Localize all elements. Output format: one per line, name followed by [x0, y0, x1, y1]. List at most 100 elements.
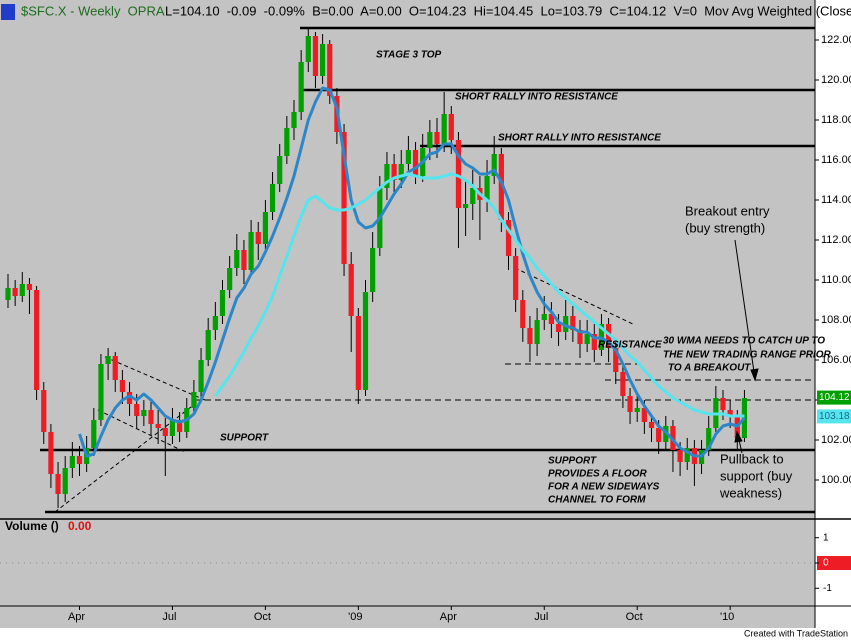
- y-tick-label: 106.00: [821, 354, 851, 366]
- candle-body: [391, 164, 397, 180]
- candle-body: [412, 150, 419, 176]
- candle-body: [384, 164, 390, 188]
- candle-body: [627, 396, 633, 412]
- price-tag-label: 104.12: [819, 392, 850, 403]
- candle-body: [234, 250, 240, 268]
- candle-body: [513, 256, 519, 300]
- candle-body: [41, 390, 47, 432]
- candle-body: [191, 392, 197, 408]
- annotation: SHORT RALLY INTO RESISTANCE: [498, 133, 661, 144]
- candle-body: [105, 356, 111, 364]
- candle-body: [241, 250, 247, 270]
- candle-body: [155, 424, 161, 428]
- candle-body: [148, 410, 154, 424]
- candle-body: [262, 212, 268, 244]
- annotation: PROVIDES A FLOOR: [548, 469, 647, 480]
- candle-body: [91, 420, 97, 448]
- note: Pullback to: [720, 451, 784, 466]
- candle-body: [591, 334, 597, 350]
- x-tick-label: Jul: [534, 611, 548, 623]
- candle-body: [527, 328, 533, 344]
- y-tick-label: 1: [823, 532, 829, 543]
- y-tick-label: 0: [823, 558, 829, 569]
- candle-body: [370, 248, 376, 292]
- candle-body: [427, 132, 433, 148]
- candle-body: [291, 112, 297, 128]
- price-tag-label: 103.18: [819, 411, 850, 422]
- candle-body: [298, 62, 304, 112]
- annotation: TO A BREAKOUT: [668, 363, 751, 374]
- annotation: SUPPORT: [548, 456, 597, 467]
- candle-body: [19, 284, 25, 296]
- annotation: FOR A NEW SIDEWAYS: [548, 482, 660, 493]
- candle-body: [227, 268, 233, 290]
- candle-body: [534, 320, 540, 344]
- y-tick-label: 114.00: [821, 194, 851, 206]
- y-tick-label: 118.00: [821, 114, 851, 126]
- candle-body: [34, 290, 40, 390]
- candle-body: [134, 404, 140, 416]
- price-tag: [817, 390, 851, 405]
- candle-body: [248, 232, 254, 270]
- x-tick-label: Apr: [68, 611, 85, 623]
- x-tick-label: Oct: [626, 611, 643, 623]
- candle-body: [620, 372, 626, 396]
- x-tick-label: Oct: [254, 611, 271, 623]
- candle-body: [5, 288, 11, 300]
- candle-body: [312, 36, 319, 76]
- candle-body: [463, 204, 469, 208]
- arrow-head: [734, 430, 743, 443]
- y-tick-label: 116.00: [821, 154, 851, 166]
- candle-body: [684, 448, 690, 462]
- volume-label: Volume (): [5, 519, 59, 533]
- candle-body: [12, 288, 18, 296]
- candle-body: [205, 330, 211, 360]
- annotation: STAGE 3 TOP: [376, 50, 442, 61]
- candle-body: [62, 468, 68, 494]
- candle-body: [284, 128, 290, 156]
- candle-body: [212, 316, 218, 330]
- candle-body: [320, 44, 326, 76]
- y-tick-label: 110.00: [821, 274, 851, 286]
- candle-body: [341, 132, 347, 264]
- symbol-icon: [1, 4, 15, 20]
- candle-body: [362, 292, 369, 390]
- candle-body: [455, 140, 462, 208]
- candle-body: [441, 114, 447, 144]
- candle-body: [141, 410, 147, 416]
- candle-body: [570, 316, 576, 330]
- arrow: [738, 439, 743, 454]
- arrows: [734, 239, 759, 454]
- candle-body: [119, 380, 125, 392]
- y-tick-label: 122.00: [821, 34, 851, 46]
- trend-line: [54, 399, 201, 513]
- candle-body: [76, 456, 83, 464]
- candle-body: [548, 314, 554, 324]
- candle-body: [48, 432, 54, 474]
- price-tag: [817, 409, 851, 424]
- candle-body: [706, 428, 712, 450]
- candle-body: [327, 44, 333, 96]
- candle-body: [355, 316, 361, 390]
- candle-body: [177, 420, 183, 432]
- annotation: CHANNEL TO FORM: [548, 495, 646, 506]
- candle-body: [126, 392, 133, 404]
- y-tick-label: 102.00: [821, 434, 851, 446]
- candle-body: [648, 422, 655, 428]
- panel-background: [0, 0, 815, 628]
- candle-body: [677, 450, 683, 462]
- note: weakness): [719, 485, 782, 500]
- candle-body: [162, 428, 168, 436]
- candle-body: [720, 398, 726, 410]
- candle-body: [398, 164, 404, 180]
- arrow-head: [750, 368, 759, 382]
- note: support (buy: [720, 468, 793, 483]
- candle-body: [656, 428, 662, 442]
- y-tick-label: 120.00: [821, 74, 851, 86]
- candle-body: [69, 456, 75, 468]
- annotation: 30 WMA NEEDS TO CATCH UP TO: [663, 336, 825, 347]
- annotation: RESISTANCE: [598, 340, 662, 351]
- y-tick-label: 112.00: [821, 234, 851, 246]
